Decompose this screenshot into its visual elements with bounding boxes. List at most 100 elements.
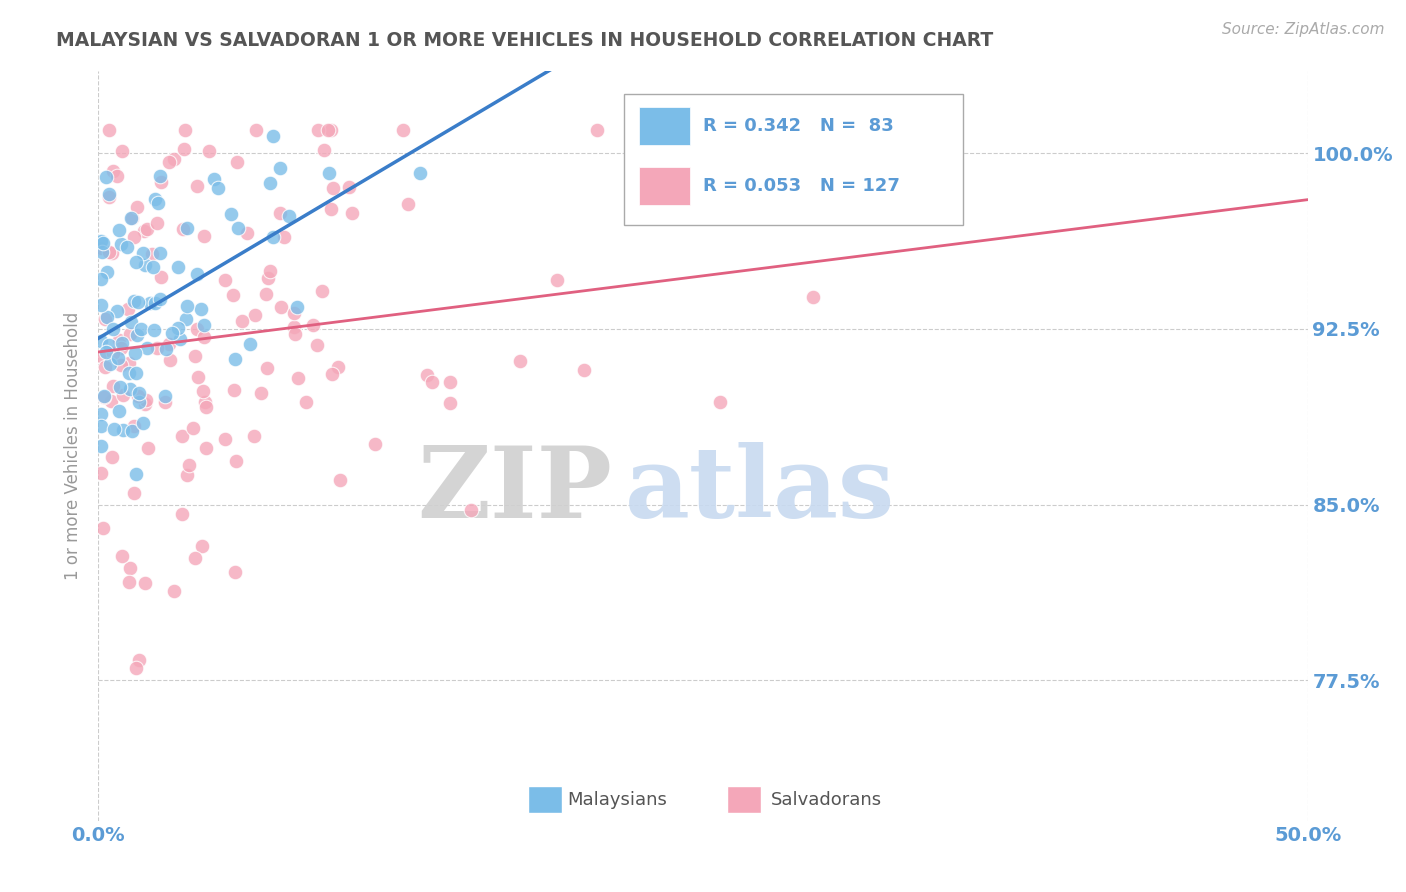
- Point: [91, 235, 114, 250]
- Point: [145, 342, 167, 356]
- Point: [160, 326, 183, 340]
- Point: [321, 202, 343, 216]
- Point: [191, 384, 214, 398]
- Point: [193, 318, 215, 333]
- Point: [167, 260, 190, 275]
- Point: [142, 260, 165, 274]
- Point: [128, 653, 150, 667]
- Point: [219, 207, 242, 221]
- Point: [97, 187, 120, 202]
- Point: [311, 284, 333, 298]
- Point: [420, 375, 443, 389]
- Point: [111, 144, 134, 158]
- Point: [226, 154, 249, 169]
- Point: [127, 295, 149, 310]
- Point: [90, 245, 112, 260]
- FancyBboxPatch shape: [638, 168, 690, 205]
- Point: [283, 319, 305, 334]
- Point: [157, 337, 180, 351]
- Point: [134, 575, 156, 590]
- Point: [224, 383, 246, 397]
- Point: [329, 474, 352, 488]
- Point: [224, 351, 246, 366]
- Point: [409, 166, 432, 180]
- Point: [337, 179, 360, 194]
- Point: [269, 206, 291, 220]
- Point: [169, 332, 191, 346]
- Point: [94, 312, 117, 326]
- Point: [270, 300, 292, 314]
- Point: [202, 172, 225, 186]
- Point: [118, 574, 141, 589]
- Point: [122, 485, 145, 500]
- Point: [103, 345, 125, 359]
- Point: [115, 240, 138, 254]
- Point: [107, 404, 129, 418]
- Point: [108, 334, 131, 348]
- Point: [122, 294, 145, 309]
- Point: [90, 418, 112, 433]
- Point: [120, 327, 142, 342]
- Point: [118, 382, 141, 396]
- Point: [101, 450, 124, 464]
- Point: [139, 296, 162, 310]
- Point: [222, 288, 245, 302]
- Point: [120, 315, 142, 329]
- Point: [98, 123, 121, 137]
- Point: [134, 224, 156, 238]
- Point: [150, 175, 173, 189]
- Point: [150, 269, 173, 284]
- Point: [176, 468, 198, 483]
- Point: [143, 296, 166, 310]
- Point: [326, 360, 349, 375]
- Point: [112, 424, 135, 438]
- Point: [90, 235, 112, 249]
- Point: [254, 286, 277, 301]
- Point: [155, 394, 177, 409]
- Text: Salvadorans: Salvadorans: [770, 790, 882, 809]
- FancyBboxPatch shape: [638, 107, 690, 145]
- Point: [143, 323, 166, 337]
- Point: [90, 349, 112, 363]
- Point: [101, 163, 124, 178]
- Point: [149, 293, 172, 307]
- Point: [118, 356, 141, 370]
- Point: [186, 322, 208, 336]
- Point: [110, 341, 132, 355]
- Point: [207, 181, 229, 195]
- Point: [163, 583, 186, 598]
- Point: [110, 549, 132, 563]
- Point: [90, 271, 112, 285]
- Point: [145, 216, 167, 230]
- Point: [364, 436, 387, 450]
- Point: [155, 343, 177, 357]
- Point: [141, 247, 163, 261]
- Point: [167, 321, 190, 335]
- Point: [259, 176, 281, 190]
- Point: [262, 129, 284, 144]
- Point: [284, 326, 307, 341]
- Point: [170, 508, 193, 522]
- Point: [340, 206, 363, 220]
- Point: [153, 388, 176, 402]
- Point: [122, 419, 145, 434]
- Point: [273, 230, 295, 244]
- Point: [120, 561, 142, 575]
- Point: [148, 246, 170, 260]
- Point: [108, 223, 131, 237]
- Point: [243, 429, 266, 443]
- Point: [509, 353, 531, 368]
- Point: [163, 152, 186, 166]
- Point: [125, 467, 148, 482]
- Point: [302, 318, 325, 332]
- Point: [136, 441, 159, 455]
- Point: [93, 391, 115, 405]
- Point: [184, 349, 207, 363]
- Point: [225, 454, 247, 468]
- Point: [224, 565, 246, 579]
- Point: [124, 345, 146, 359]
- Point: [176, 299, 198, 313]
- Point: [193, 330, 215, 344]
- Point: [190, 302, 212, 317]
- Point: [257, 270, 280, 285]
